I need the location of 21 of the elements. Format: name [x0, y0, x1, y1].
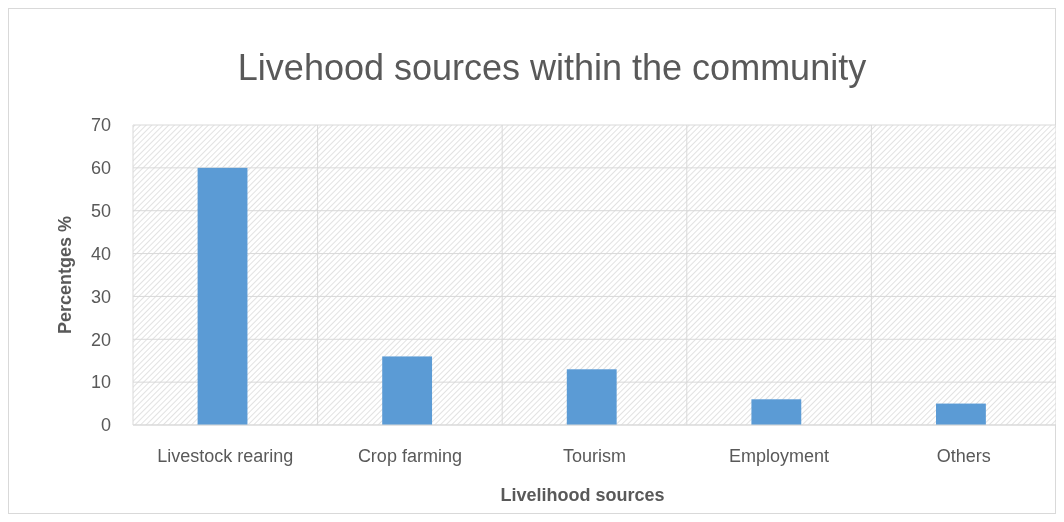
chart-title: Livehood sources within the community	[237, 47, 867, 88]
y-tick-label: 30	[90, 286, 111, 307]
y-tick-label: 40	[90, 243, 111, 264]
x-axis-title: Livelihood sources	[500, 485, 665, 505]
x-tick-label: Employment	[729, 446, 830, 466]
y-axis-title: Percentges %	[55, 215, 75, 335]
y-tick-label: 50	[90, 201, 111, 222]
y-tick-label: 70	[90, 115, 111, 136]
bar	[382, 356, 433, 425]
y-tick-label: 0	[100, 415, 111, 436]
x-tick-label: Others	[936, 446, 991, 466]
bar	[751, 399, 802, 425]
y-tick-label: 10	[90, 372, 111, 393]
bar	[197, 167, 248, 425]
y-tick-label: 60	[90, 158, 111, 179]
x-tick-label: Crop farming	[357, 446, 462, 466]
bar	[566, 369, 617, 425]
bar	[936, 403, 986, 425]
x-tick-label: Tourism	[562, 446, 627, 466]
x-tick-label: Livestock rearing	[157, 446, 294, 466]
y-tick-label: 20	[90, 329, 111, 350]
